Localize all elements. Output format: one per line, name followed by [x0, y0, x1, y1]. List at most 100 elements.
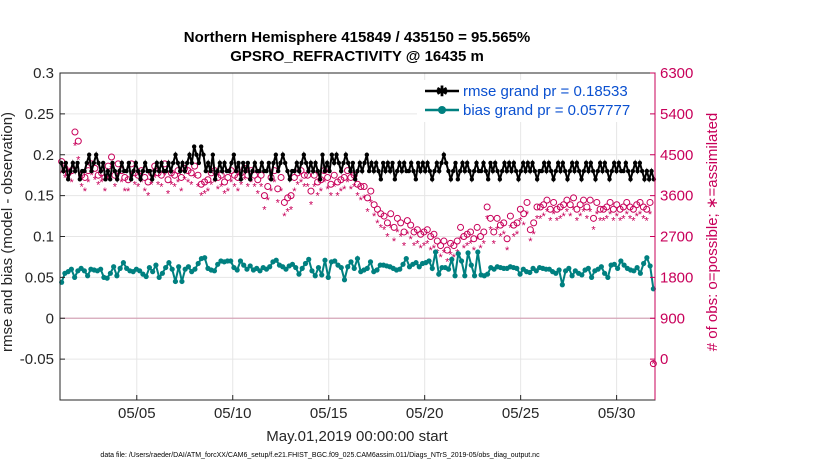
- obs-assimilated-point: *: [558, 213, 563, 225]
- rmse-point: [135, 168, 141, 174]
- bias-point: [517, 271, 523, 277]
- obs-assimilated-point: *: [502, 229, 507, 241]
- obs-assimilated-point: *: [399, 232, 404, 244]
- obs-possible-point: [274, 185, 282, 193]
- grid-lines: [60, 72, 655, 400]
- rmse-point: [306, 168, 311, 174]
- obs-possible-point: [619, 203, 627, 211]
- rmse-point: [380, 160, 386, 166]
- obs-assimilated-point: *: [276, 197, 281, 209]
- obs-possible-point: [363, 194, 371, 202]
- obs-assimilated-point: *: [525, 209, 530, 221]
- rmse-point: [63, 160, 69, 166]
- obs-assimilated-point: *: [415, 238, 420, 250]
- rmse-point: [499, 168, 505, 174]
- obs-assimilated-point: *: [119, 177, 124, 189]
- rmse-point: [231, 152, 237, 157]
- rmse-point: [602, 160, 608, 166]
- bias-point: [107, 270, 113, 276]
- rmse-point: [457, 168, 463, 174]
- rmse-point: [189, 160, 195, 166]
- rmse-point: [177, 168, 183, 174]
- obs-possible-point: [560, 201, 568, 209]
- obs-possible-point: [264, 183, 272, 191]
- obs-assimilated-point: *: [565, 207, 570, 219]
- rmse-point: [82, 168, 87, 174]
- obs-assimilated-point: *: [625, 209, 630, 221]
- bias-point: [429, 265, 435, 271]
- bias-point: [452, 273, 458, 279]
- obs-assimilated-point: *: [89, 170, 94, 182]
- rmse-point: [520, 160, 526, 166]
- rmse-point: [301, 152, 307, 157]
- rmse-point: [107, 177, 113, 182]
- obs-assimilated-point: *: [515, 229, 520, 241]
- obs-possible-point: [513, 219, 521, 227]
- obs-assimilated-point: *: [222, 188, 227, 200]
- rmse-point: [324, 160, 330, 166]
- rmse-point: [630, 168, 636, 174]
- rmse-point: [460, 160, 465, 166]
- x-tick-label: 05/30: [598, 405, 636, 422]
- obs-assimilated-point: *: [302, 182, 307, 194]
- obs-possible-point: [277, 173, 285, 181]
- obs-assimilated-point: *: [239, 179, 244, 191]
- obs-assimilated-point: *: [445, 256, 450, 268]
- rmse-point: [236, 160, 241, 166]
- obs-possible-point: [540, 201, 548, 209]
- obs-possible-point: [530, 219, 538, 227]
- rmse-point: [495, 168, 500, 174]
- rmse-point: [128, 177, 134, 182]
- rmse-point: [394, 168, 400, 174]
- rmse-point: [320, 152, 325, 157]
- y-right-tick-label: 1800: [660, 269, 693, 286]
- obs-assimilated-point: *: [372, 211, 377, 223]
- bias-point: [611, 261, 617, 267]
- bias-point: [163, 264, 169, 271]
- rmse-point: [392, 177, 398, 182]
- obs-assimilated-point: *: [332, 182, 337, 194]
- obs-possible-point: [646, 198, 654, 206]
- obs-possible-point: [280, 198, 288, 206]
- y-tick-label: 0.25: [25, 106, 54, 123]
- rmse-point: [551, 177, 556, 182]
- bias-point: [455, 251, 461, 257]
- bias-point: [585, 265, 591, 271]
- rmse-point: [331, 160, 337, 166]
- obs-possible-point: [74, 137, 82, 145]
- bias-point: [267, 264, 273, 270]
- obs-assimilated-point: *: [322, 177, 327, 189]
- obs-assimilated-point: *: [389, 222, 394, 234]
- obs-assimilated-point: *: [498, 232, 503, 244]
- obs-assimilated-point: *: [349, 184, 354, 196]
- obs-possible-point: [260, 192, 268, 200]
- rmse-point: [406, 168, 412, 174]
- rmse-point: [593, 177, 598, 182]
- obs-possible-point: [187, 169, 195, 177]
- obs-possible-point: [224, 173, 232, 181]
- obs-possible-point: [287, 192, 295, 200]
- bias-point: [605, 274, 611, 280]
- bias-point: [615, 265, 621, 271]
- rmse-point: [469, 177, 475, 182]
- obs-possible-point: [403, 217, 411, 225]
- rmse-point: [637, 160, 643, 166]
- obs-assimilated-point: *: [575, 216, 580, 228]
- obs-assimilated-point: *: [412, 241, 417, 253]
- obs-assimilated-point: *: [598, 216, 603, 228]
- obs-possible-point: [413, 226, 421, 234]
- rmse-point: [422, 168, 428, 174]
- rmse-point: [264, 168, 269, 174]
- rmse-point: [259, 160, 265, 166]
- bias-point: [104, 275, 110, 281]
- obs-assimilated-point: *: [365, 207, 370, 219]
- bias-point: [146, 264, 153, 271]
- obs-assimilated-point: *: [73, 141, 78, 153]
- rmse-point: [366, 168, 372, 174]
- bias-point: [364, 265, 370, 271]
- rmse-point: [502, 160, 507, 166]
- bias-point: [634, 264, 640, 271]
- rmse-point: [327, 168, 332, 174]
- obs-assimilated-point: *: [153, 172, 158, 184]
- obs-assimilated-point: *: [505, 245, 510, 257]
